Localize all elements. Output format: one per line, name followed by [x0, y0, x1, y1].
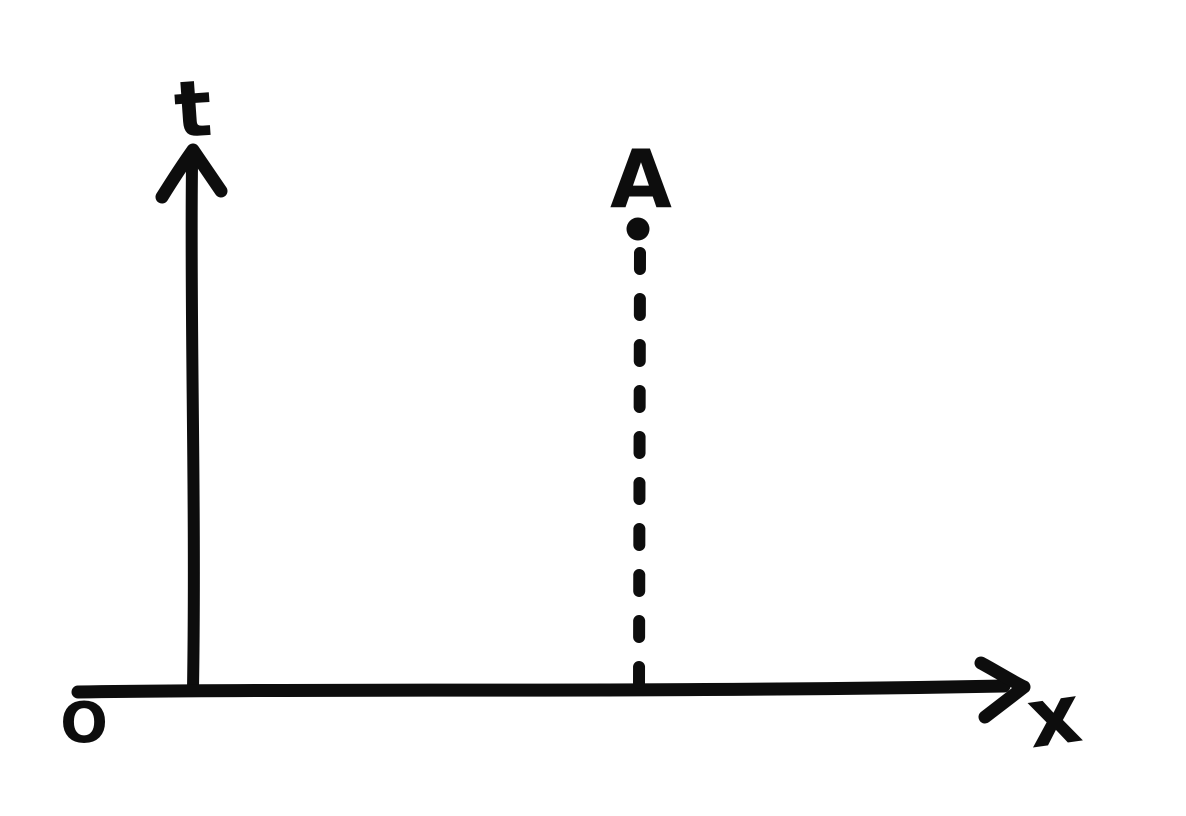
arrow-right-icon [974, 656, 1031, 724]
origin-label: O [60, 691, 108, 756]
t-axis-line [185, 160, 200, 695]
t-axis-label: t [171, 64, 214, 156]
event-point-label: A [610, 133, 672, 226]
x-axis-label: x [1021, 666, 1087, 767]
x-axis-line [71, 679, 1011, 699]
event-point-dot [626, 217, 650, 241]
arrow-up-icon [155, 143, 228, 204]
